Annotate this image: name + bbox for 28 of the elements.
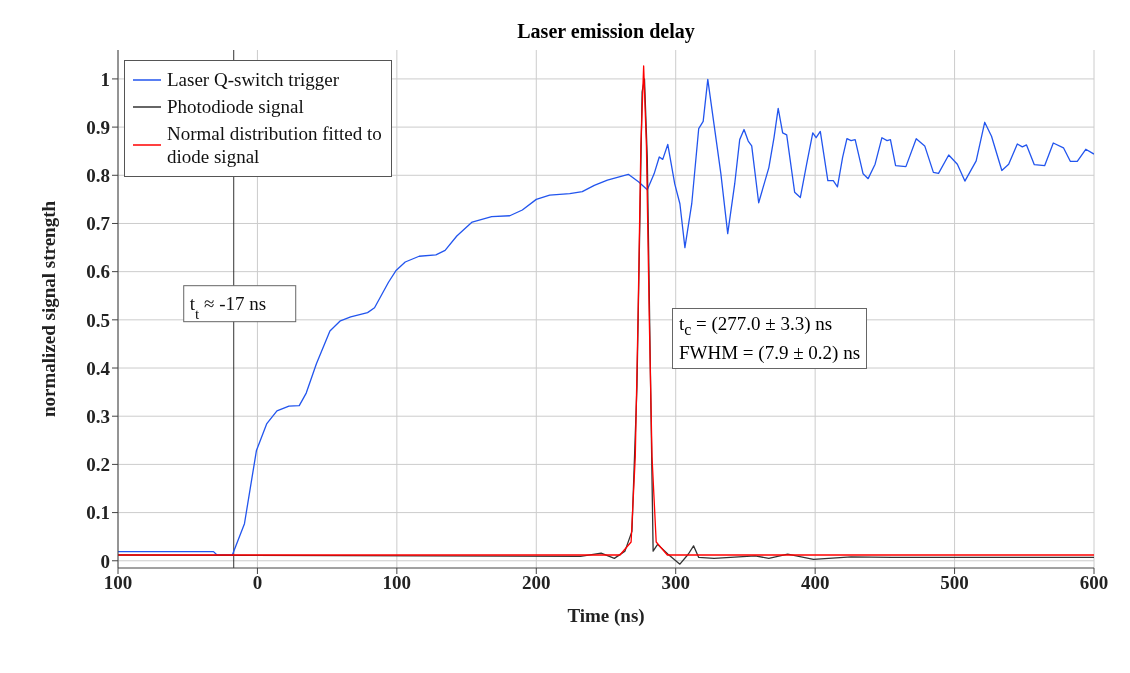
legend-label: Photodiode signal — [167, 94, 304, 119]
y-tick-label: 0.5 — [86, 309, 110, 331]
y-tick-label: 0.1 — [86, 502, 110, 524]
y-tick-label: 0 — [100, 550, 110, 572]
x-tick-label: 100 — [103, 572, 133, 594]
y-axis-title: normalized signal strength — [37, 200, 59, 418]
y-tick-label: 0.9 — [86, 116, 110, 138]
annotation: t$_{c}$ = (277.0 ± 3.3) ns — [679, 312, 834, 340]
legend-label: Normal distribution fitted to diode signal — [167, 121, 383, 169]
y-tick-label: 0.7 — [86, 213, 111, 235]
x-tick-label: 0 — [252, 572, 263, 594]
x-tick-label: 100 — [382, 572, 412, 594]
y-tick-label: 0.6 — [86, 261, 110, 283]
x-axis-title: Time (ns) — [567, 605, 645, 627]
y-tick-label: 0.3 — [86, 405, 110, 427]
legend-label: Laser Q-switch trigger — [167, 68, 339, 92]
x-tick-label: 300 — [661, 572, 690, 594]
annotation: FWHM = (7.9 ± 0.2) ns — [679, 341, 861, 366]
x-tick-label: 200 — [522, 572, 551, 594]
ref-line-label: t$_{t}$ ≈ -17 ns — [189, 292, 267, 322]
y-tick-label: 0.4 — [86, 357, 111, 379]
chart-title: Laser emission delay — [516, 20, 696, 43]
x-tick-label: 600 — [1079, 572, 1109, 594]
y-tick-label: 0.8 — [86, 165, 110, 187]
y-tick-label: 1 — [100, 68, 110, 90]
x-tick-label: 400 — [800, 572, 830, 594]
y-tick-label: 0.2 — [86, 454, 110, 476]
x-tick-label: 500 — [940, 572, 969, 594]
